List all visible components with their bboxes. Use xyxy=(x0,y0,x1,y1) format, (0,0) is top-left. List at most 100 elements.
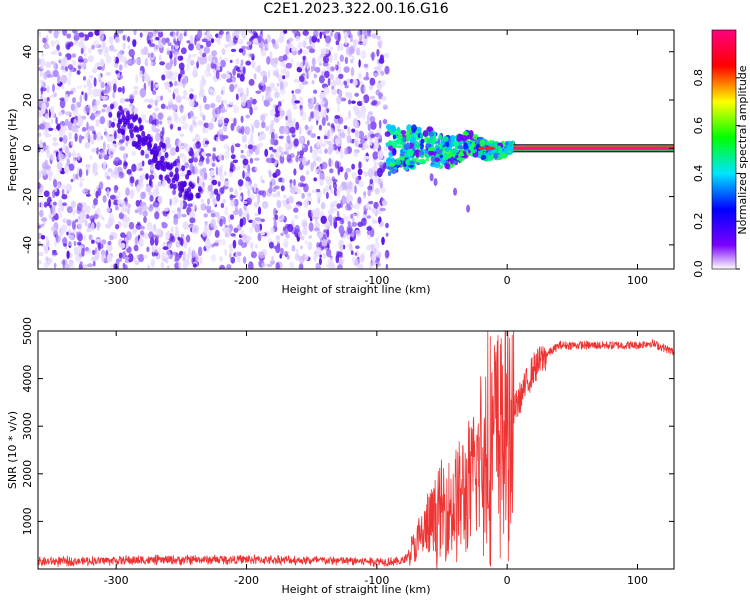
noise-blob xyxy=(280,214,285,221)
noise-blob xyxy=(149,195,154,202)
noise-blob xyxy=(330,188,334,195)
noise-blob xyxy=(312,152,319,160)
noise-blob xyxy=(41,209,44,214)
noise-blob xyxy=(115,258,120,266)
noise-streak-blob xyxy=(149,148,154,155)
noise-blob xyxy=(232,239,237,249)
noise-blob xyxy=(333,52,338,61)
noise-blob xyxy=(357,263,364,269)
noise-blob xyxy=(328,127,334,137)
noise-blob xyxy=(292,104,298,110)
noise-blob xyxy=(157,42,164,49)
noise-blob xyxy=(200,44,204,49)
noise-blob xyxy=(81,57,88,64)
noise-blob xyxy=(253,73,257,80)
noise-streak-blob xyxy=(157,145,161,152)
noise-blob xyxy=(344,171,348,181)
noise-blob xyxy=(93,167,97,177)
noise-blob xyxy=(52,205,56,210)
noise-blob xyxy=(92,88,99,97)
noise-blob xyxy=(334,63,337,70)
colorbar-label: Normalized spectral amplitude xyxy=(736,65,749,234)
noise-blob xyxy=(265,230,270,238)
noise-blob xyxy=(52,207,57,216)
noise-blob xyxy=(299,255,304,265)
noise-blob xyxy=(266,263,273,268)
noise-blob xyxy=(157,181,163,187)
noise-blob xyxy=(127,45,131,50)
noise-blob xyxy=(106,136,112,142)
noise-blob xyxy=(371,253,377,263)
noise-blob xyxy=(248,78,255,86)
y-tick-label: 3000 xyxy=(21,412,34,440)
noise-blob xyxy=(155,235,159,240)
noise-blob xyxy=(244,171,251,177)
noise-blob xyxy=(222,198,227,204)
noise-blob xyxy=(159,61,166,66)
noise-blob xyxy=(173,218,179,225)
noise-blob xyxy=(134,209,139,214)
noise-blob xyxy=(184,162,190,169)
noise-blob xyxy=(179,107,184,113)
noise-blob xyxy=(201,151,207,157)
colorbar-tick-label: 0.6 xyxy=(692,117,705,135)
noise-blob xyxy=(63,243,67,247)
signal-blob xyxy=(455,154,459,159)
noise-blob xyxy=(333,208,338,212)
noise-blob xyxy=(229,187,234,193)
signal-blob xyxy=(439,154,444,159)
noise-blob xyxy=(88,222,91,230)
noise-blob xyxy=(173,87,180,95)
noise-blob xyxy=(217,154,221,161)
noise-blob xyxy=(347,181,354,190)
noise-blob xyxy=(136,254,140,259)
noise-blob xyxy=(295,121,300,131)
noise-blob xyxy=(326,263,329,268)
noise-blob xyxy=(211,243,215,248)
noise-streak-blob xyxy=(169,182,174,189)
noise-blob xyxy=(287,223,294,233)
noise-blob xyxy=(275,262,280,269)
signal-blob xyxy=(425,142,431,149)
signal-blob xyxy=(422,130,429,138)
noise-blob xyxy=(307,241,313,251)
noise-blob xyxy=(200,203,207,211)
noise-blob xyxy=(217,38,221,46)
noise-blob xyxy=(135,57,142,65)
noise-blob xyxy=(192,263,198,268)
noise-blob xyxy=(378,119,382,129)
noise-blob xyxy=(224,249,227,256)
noise-streak-blob xyxy=(120,109,125,116)
noise-blob xyxy=(330,66,335,72)
noise-blob xyxy=(277,218,282,222)
noise-blob xyxy=(361,97,365,106)
noise-blob xyxy=(160,148,166,152)
noise-blob xyxy=(268,170,272,178)
colorbar-tick-label: 0.4 xyxy=(692,165,705,183)
noise-blob xyxy=(235,58,240,65)
x-tick-label: 0 xyxy=(504,274,511,287)
noise-blob xyxy=(317,165,322,175)
noise-blob xyxy=(242,158,249,166)
noise-blob xyxy=(366,244,372,251)
noise-blob xyxy=(286,134,291,145)
noise-blob xyxy=(62,56,68,64)
noise-blob xyxy=(191,53,197,57)
noise-blob xyxy=(294,100,301,104)
noise-blob xyxy=(202,95,207,104)
noise-blob xyxy=(172,189,177,195)
noise-blob xyxy=(281,34,285,42)
noise-blob xyxy=(274,112,280,118)
noise-blob xyxy=(205,40,212,47)
noise-blob xyxy=(98,181,104,190)
noise-blob xyxy=(117,87,123,93)
noise-blob xyxy=(166,230,170,240)
noise-blob xyxy=(354,106,360,116)
noise-blob xyxy=(311,80,315,85)
noise-blob xyxy=(158,31,164,38)
noise-blob xyxy=(84,132,91,139)
noise-blob xyxy=(212,59,216,65)
noise-blob xyxy=(338,73,344,80)
